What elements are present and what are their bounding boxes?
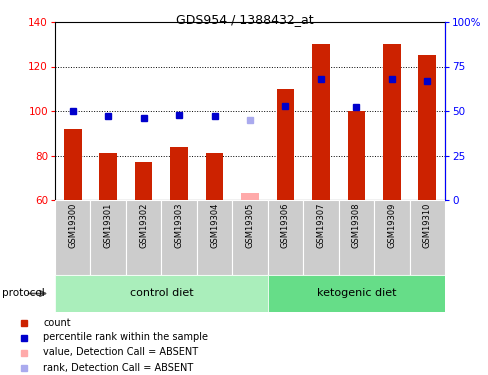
Bar bbox=[99, 153, 117, 200]
Bar bbox=[135, 162, 152, 200]
Bar bbox=[232, 200, 267, 275]
Bar bbox=[170, 147, 187, 200]
Text: GSM19302: GSM19302 bbox=[139, 202, 148, 248]
Bar bbox=[267, 275, 444, 312]
Text: GSM19310: GSM19310 bbox=[422, 202, 431, 248]
Text: protocol: protocol bbox=[2, 288, 45, 298]
Text: rank, Detection Call = ABSENT: rank, Detection Call = ABSENT bbox=[43, 363, 193, 372]
Text: control diet: control diet bbox=[129, 288, 193, 298]
Bar bbox=[161, 200, 196, 275]
Bar bbox=[55, 275, 267, 312]
Bar bbox=[205, 153, 223, 200]
Text: percentile rank within the sample: percentile rank within the sample bbox=[43, 333, 208, 342]
Bar bbox=[409, 200, 444, 275]
Bar bbox=[418, 56, 435, 200]
Bar bbox=[64, 129, 81, 200]
Text: ketogenic diet: ketogenic diet bbox=[316, 288, 395, 298]
Text: GSM19304: GSM19304 bbox=[210, 202, 219, 248]
Bar bbox=[276, 89, 294, 200]
Bar bbox=[338, 200, 373, 275]
Bar bbox=[125, 200, 161, 275]
Bar bbox=[303, 200, 338, 275]
Text: GSM19303: GSM19303 bbox=[174, 202, 183, 248]
Text: GSM19300: GSM19300 bbox=[68, 202, 77, 248]
Text: GSM19301: GSM19301 bbox=[103, 202, 112, 248]
Text: GSM19309: GSM19309 bbox=[386, 202, 395, 248]
Text: GSM19307: GSM19307 bbox=[316, 202, 325, 248]
Text: GDS954 / 1388432_at: GDS954 / 1388432_at bbox=[175, 13, 313, 26]
Bar bbox=[347, 111, 365, 200]
Bar bbox=[373, 200, 409, 275]
Bar bbox=[241, 194, 258, 200]
Text: GSM19306: GSM19306 bbox=[281, 202, 289, 248]
Bar bbox=[90, 200, 125, 275]
Bar bbox=[267, 200, 303, 275]
Bar bbox=[311, 44, 329, 200]
Bar bbox=[55, 200, 90, 275]
Text: GSM19305: GSM19305 bbox=[245, 202, 254, 248]
Bar bbox=[382, 44, 400, 200]
Bar bbox=[196, 200, 232, 275]
Text: GSM19308: GSM19308 bbox=[351, 202, 360, 248]
Text: value, Detection Call = ABSENT: value, Detection Call = ABSENT bbox=[43, 348, 198, 357]
Text: count: count bbox=[43, 318, 71, 327]
